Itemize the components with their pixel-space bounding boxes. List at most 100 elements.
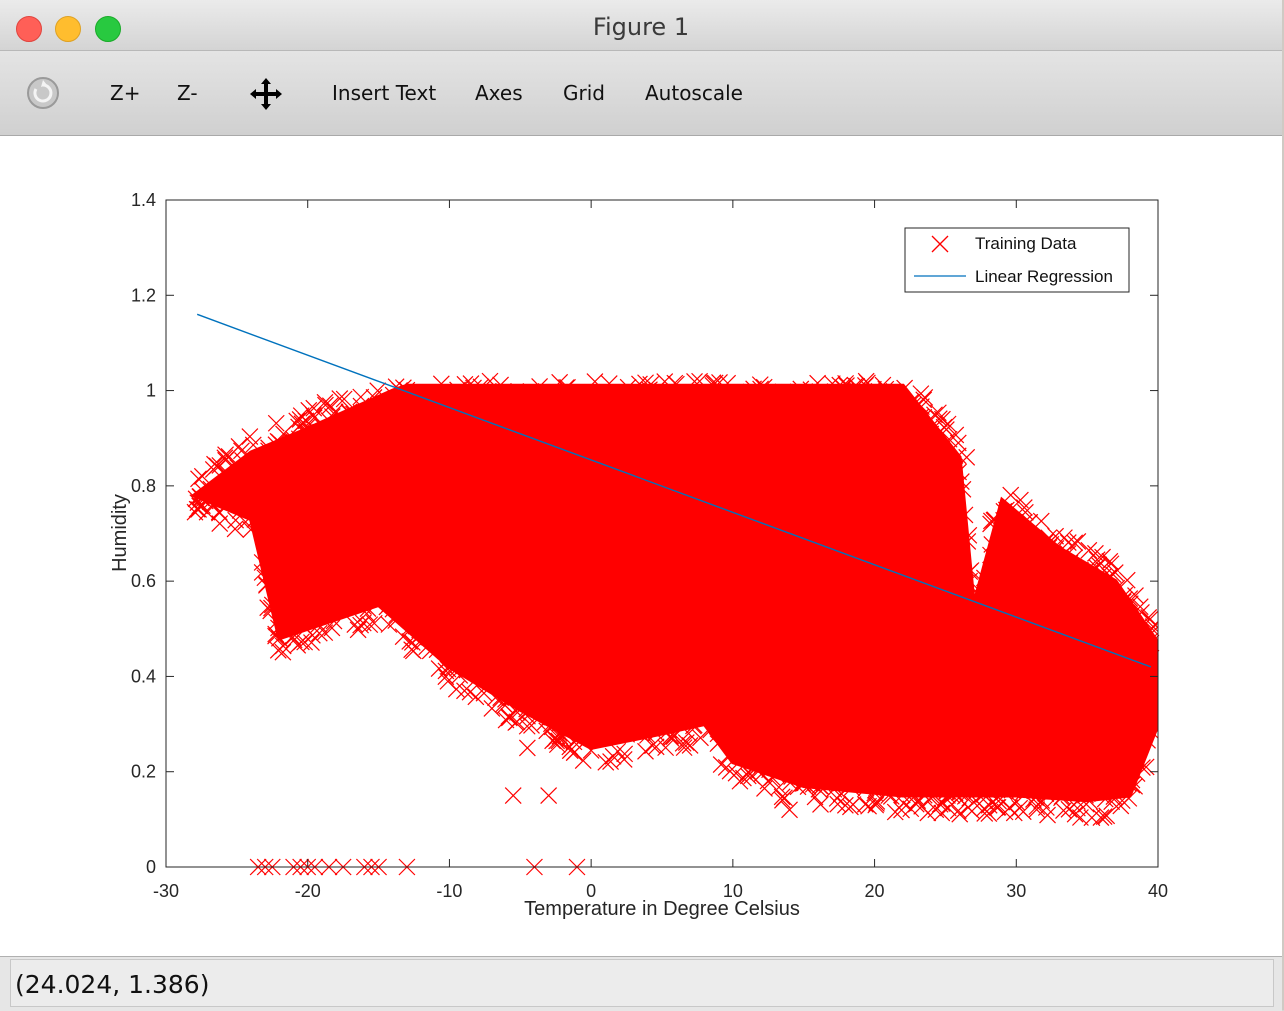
training-data-point [297, 412, 315, 430]
training-data-point [484, 387, 502, 405]
training-data-point [773, 788, 791, 806]
autoscale-button[interactable]: Autoscale [645, 81, 743, 105]
y-tick-label: 1.2 [131, 285, 156, 305]
minimize-window-button[interactable] [55, 16, 81, 42]
y-tick-label: 0.8 [131, 476, 156, 496]
training-data-point [1090, 571, 1108, 589]
training-data-point [476, 388, 494, 406]
training-data-point [241, 428, 259, 446]
training-data-point [867, 388, 884, 406]
axes-button[interactable]: Axes [475, 81, 523, 105]
training-data-point [418, 638, 436, 656]
training-data-point [1144, 629, 1158, 647]
zoom-window-button[interactable] [95, 16, 121, 42]
training-data-point [351, 583, 369, 601]
training-data-point [1145, 725, 1158, 743]
grid-button[interactable]: Grid [563, 81, 605, 105]
training-data-point [496, 696, 514, 714]
training-data-point [836, 796, 854, 814]
training-data-point [420, 623, 438, 641]
training-data-point [317, 396, 334, 414]
training-data-point [492, 376, 510, 394]
training-data-point [744, 744, 761, 761]
training-data-point [710, 385, 727, 403]
training-data-point [291, 411, 309, 428]
legend-box [904, 227, 1130, 293]
insert-text-button[interactable]: Insert Text [332, 81, 437, 105]
training-data-point [1101, 552, 1119, 570]
training-data-point [295, 617, 313, 635]
training-data-point [983, 536, 1001, 553]
scatter-chart[interactable]: -30 -20 -10 0 10 20 30 40 0 0.2 0.4 0.6 0.8 1 1.2 1.4 T… [0, 136, 1282, 956]
training-data-point [246, 511, 264, 528]
training-data-point [270, 629, 288, 647]
training-data-point [717, 759, 735, 776]
training-data-point [1096, 790, 1114, 808]
training-data-point [618, 725, 636, 743]
training-data-point [1072, 561, 1089, 579]
training-data-point [365, 389, 383, 406]
training-data-point [673, 707, 691, 725]
training-data-point [1140, 609, 1158, 626]
training-data-point [1023, 775, 1040, 793]
training-data-point [560, 396, 578, 414]
training-data-point [692, 729, 709, 747]
training-data-point [756, 386, 774, 404]
training-data-point [912, 417, 929, 435]
training-data-point [520, 702, 538, 720]
training-data-point [688, 699, 706, 716]
training-data-point [1033, 792, 1051, 809]
training-data-point [267, 414, 285, 432]
training-data-point [274, 643, 292, 661]
training-data-point [960, 526, 978, 544]
training-data-point [880, 787, 898, 804]
close-window-button[interactable] [16, 16, 42, 42]
training-data-point [1092, 809, 1110, 827]
training-data-point [244, 459, 262, 477]
training-data-point [507, 390, 525, 408]
training-data-point [303, 423, 320, 441]
zoom-out-button[interactable]: Z- [177, 81, 198, 105]
training-data-point [985, 769, 1003, 787]
training-data-point [874, 376, 892, 394]
training-data-point [771, 755, 789, 772]
pan-icon[interactable] [248, 76, 284, 117]
training-data-point [383, 396, 401, 414]
training-data-point [401, 633, 419, 650]
training-data-point [904, 396, 922, 414]
training-data-point [945, 458, 963, 476]
plot-canvas[interactable]: -30 -20 -10 0 10 20 30 40 0 0.2 0.4 0.6 0.8 1 1.2 1.4 T… [0, 136, 1282, 956]
training-data-point [639, 726, 656, 744]
training-data-point [465, 379, 482, 397]
training-data-point [1148, 706, 1158, 723]
training-data-point [843, 779, 861, 797]
training-data-point [837, 374, 855, 392]
training-data-point [754, 747, 772, 765]
training-data-point [856, 772, 874, 790]
training-data-point [231, 502, 249, 519]
training-data-point [361, 616, 379, 634]
training-data-point [910, 779, 927, 797]
training-data-point [340, 404, 358, 422]
training-data-point [638, 385, 656, 403]
training-data-point [443, 659, 461, 677]
zoom-in-button[interactable]: Z+ [110, 81, 141, 105]
training-data-point [1068, 799, 1086, 817]
y-tick-label: 0.4 [131, 666, 156, 686]
y-tick-label: 0.2 [131, 762, 156, 782]
training-data-point [896, 379, 914, 397]
training-data-point [569, 385, 587, 403]
training-data-point [1103, 793, 1121, 811]
training-data-point [401, 606, 419, 623]
training-data-point [1108, 579, 1126, 597]
training-data-point [954, 480, 972, 498]
training-data-point [1114, 774, 1132, 792]
rotate-icon[interactable] [25, 75, 61, 116]
training-data-point [226, 469, 244, 487]
training-data-point [450, 648, 468, 666]
training-data-point [926, 777, 944, 795]
training-data-point [258, 576, 275, 594]
training-data-point [956, 506, 974, 524]
training-data-point [1122, 607, 1139, 625]
training-data-point [829, 768, 847, 786]
